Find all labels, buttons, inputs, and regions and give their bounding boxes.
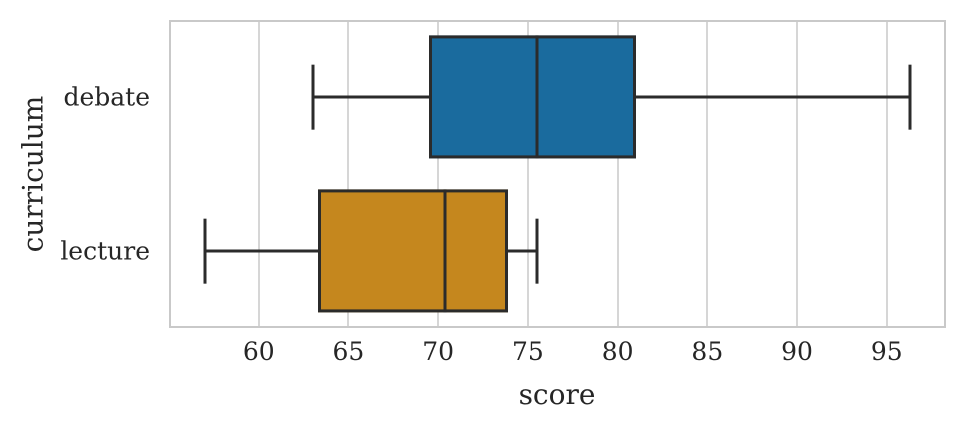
x-tick-label-60: 60 [242, 337, 275, 366]
x-axis-label: score [518, 378, 596, 411]
gridline-65 [347, 20, 350, 328]
box-debate [429, 35, 636, 159]
gridline-80 [616, 20, 619, 328]
plot-area [169, 20, 946, 328]
whisker-cap-high-debate [908, 64, 912, 130]
whisker-cap-low-lecture [203, 218, 207, 284]
x-tick-label-85: 85 [691, 337, 724, 366]
gridline-85 [706, 20, 709, 328]
x-axis-ticks: 60 65 70 75 80 85 90 95 [169, 336, 946, 370]
x-tick-label-95: 95 [870, 337, 903, 366]
gridline-95 [885, 20, 888, 328]
gridline-70 [437, 20, 440, 328]
median-line-lecture [443, 189, 447, 313]
whisker-cap-low-debate [311, 64, 315, 130]
gridline-75 [526, 20, 529, 328]
median-line-debate [535, 35, 539, 159]
gridline-60 [257, 20, 260, 328]
y-tick-label-debate: debate [63, 82, 150, 112]
y-axis-label: curriculum [16, 95, 50, 253]
box-lecture [317, 189, 509, 313]
gridline-90 [796, 20, 799, 328]
x-tick-label-90: 90 [781, 337, 813, 366]
x-tick-label-75: 75 [511, 337, 544, 366]
x-tick-label-70: 70 [422, 337, 455, 366]
x-tick-label-65: 65 [332, 337, 365, 366]
whisker-cap-high-lecture [535, 218, 539, 284]
y-tick-label-lecture: lecture [60, 236, 150, 266]
x-tick-label-80: 80 [601, 337, 634, 366]
